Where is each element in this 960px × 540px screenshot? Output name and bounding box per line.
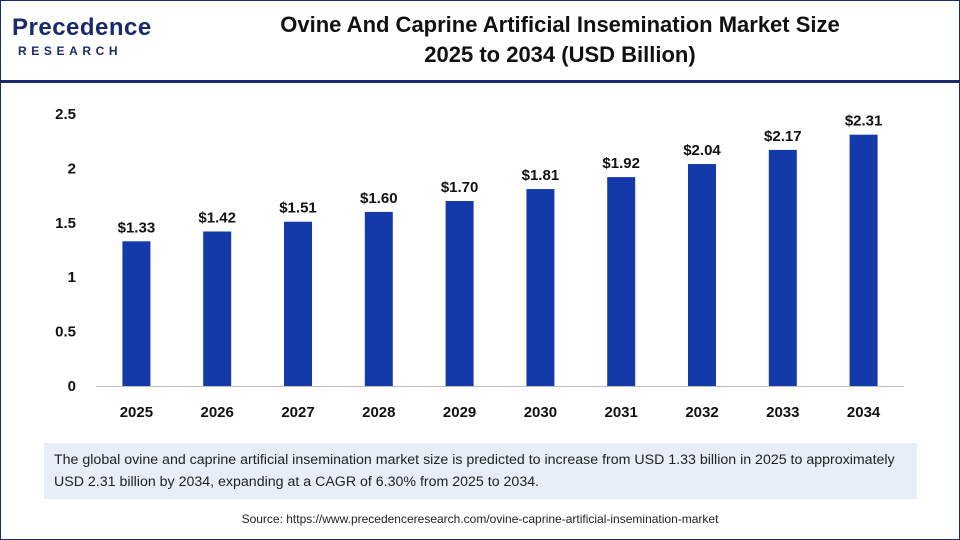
bar xyxy=(445,201,474,386)
bar xyxy=(526,189,555,386)
bar xyxy=(364,211,393,386)
chart-title-line-2: 2025 to 2034 (USD Billion) xyxy=(424,42,696,67)
header-rule xyxy=(0,80,960,83)
x-tick-label: 2030 xyxy=(524,404,557,421)
data-label: $1.81 xyxy=(522,167,560,184)
x-tick-label: 2025 xyxy=(120,404,153,421)
data-label: $1.33 xyxy=(118,219,156,236)
bar xyxy=(122,241,151,386)
bar xyxy=(607,177,636,386)
x-tick-label: 2034 xyxy=(847,404,881,421)
precedence-research-logo: Precedence RESEARCH xyxy=(12,14,162,66)
header: Precedence RESEARCH Ovine And Caprine Ar… xyxy=(0,0,960,80)
x-tick-label: 2032 xyxy=(685,404,718,421)
bar xyxy=(284,221,312,386)
data-label: $1.51 xyxy=(279,200,317,217)
bar xyxy=(849,134,878,386)
data-label: $1.42 xyxy=(198,210,236,227)
y-tick-label: 0 xyxy=(68,378,76,395)
data-label: $2.17 xyxy=(764,128,802,145)
data-label: $1.70 xyxy=(441,179,479,196)
data-label: $2.31 xyxy=(845,113,883,130)
y-tick-label: 1.5 xyxy=(55,215,76,232)
y-tick-label: 2.5 xyxy=(55,106,76,123)
data-label: $2.04 xyxy=(683,142,721,159)
y-tick-label: 0.5 xyxy=(55,324,76,341)
x-tick-label: 2026 xyxy=(201,404,234,421)
data-label: $1.92 xyxy=(602,155,640,172)
x-tick-label: 2031 xyxy=(605,404,638,421)
logo-sub: RESEARCH xyxy=(18,44,123,58)
logo-brand: Precedence xyxy=(12,14,152,41)
y-tick-label: 2 xyxy=(68,160,76,177)
x-tick-label: 2027 xyxy=(281,404,314,421)
bar-chart: 0 0.5 1 1.5 2 2.5 $1.33 2025 $1.42 2026 $1.51 2027 $… xyxy=(55,106,904,421)
chart-title-line-1: Ovine And Caprine Artificial Inseminatio… xyxy=(280,12,840,37)
x-tick-label: 2029 xyxy=(443,404,476,421)
y-tick-label: 1 xyxy=(68,269,76,286)
x-tick-label: 2033 xyxy=(766,404,799,421)
bar xyxy=(688,164,716,386)
source-text: Source: https://www.precedenceresearch.c… xyxy=(241,512,719,526)
x-tick-label: 2028 xyxy=(362,404,395,421)
bar xyxy=(768,149,797,386)
caption-box: The global ovine and caprine artificial … xyxy=(44,443,917,499)
chart-title: Ovine And Caprine Artificial Inseminatio… xyxy=(200,10,920,70)
bar xyxy=(203,231,232,386)
data-label: $1.60 xyxy=(360,190,398,207)
